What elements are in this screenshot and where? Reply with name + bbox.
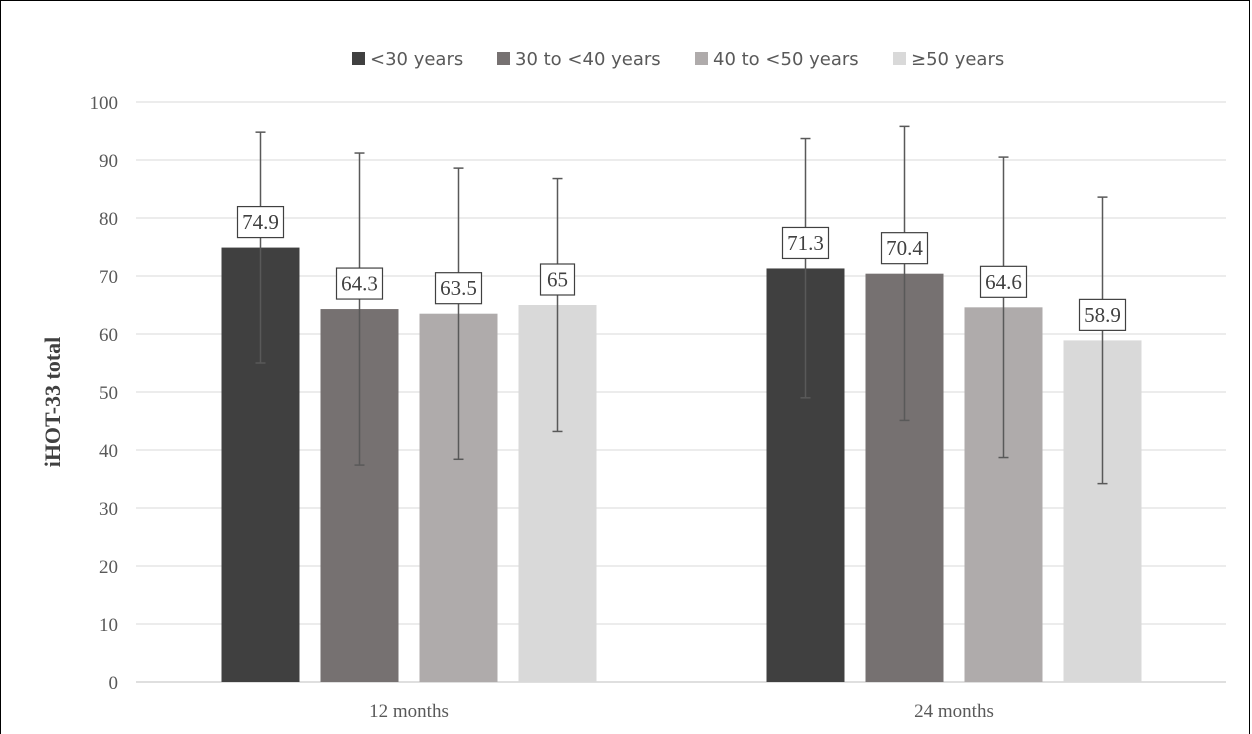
y-tick-label: 90 bbox=[99, 151, 118, 172]
y-axis-ticks: 0 10 20 30 40 50 60 70 80 90 100 bbox=[90, 93, 119, 694]
y-axis-label: iHOT-33 total bbox=[40, 337, 65, 468]
x-category-label: 12 months bbox=[369, 701, 449, 722]
y-tick-label: 100 bbox=[90, 93, 119, 114]
data-label-box bbox=[236, 205, 285, 239]
data-label-box bbox=[979, 265, 1028, 298]
data-labels: 74.9 64.3 63.5 65 71.3 70.4 64.6 58.9 bbox=[236, 205, 1127, 331]
y-tick-label: 40 bbox=[99, 441, 118, 462]
legend-label: 30 to <40 years bbox=[515, 49, 661, 70]
y-tick-label: 20 bbox=[99, 557, 118, 578]
legend-label: 40 to <50 years bbox=[713, 49, 859, 70]
data-label: 71.3 bbox=[787, 231, 824, 255]
data-label-box bbox=[539, 263, 576, 296]
legend-label: ≥50 years bbox=[911, 49, 1004, 70]
legend-label: <30 years bbox=[370, 49, 463, 70]
bars bbox=[221, 247, 1142, 682]
data-label: 70.4 bbox=[886, 236, 923, 260]
data-label: 74.9 bbox=[242, 210, 279, 234]
data-label: 58.9 bbox=[1084, 303, 1121, 327]
y-tick-label: 60 bbox=[99, 325, 118, 346]
data-label: 63.5 bbox=[440, 276, 477, 300]
data-label-box bbox=[1078, 298, 1127, 331]
y-tick-label: 30 bbox=[99, 499, 118, 520]
gridlines bbox=[136, 101, 1226, 683]
data-label: 64.6 bbox=[985, 270, 1022, 294]
y-tick-label: 0 bbox=[109, 673, 119, 694]
x-axis-categories: 12 months 24 months bbox=[369, 701, 994, 722]
legend: <30 years 30 to <40 years 40 to <50 years ≥… bbox=[352, 49, 1004, 70]
data-label: 64.3 bbox=[341, 272, 378, 296]
data-label-box bbox=[880, 232, 929, 265]
y-tick-label: 80 bbox=[99, 209, 118, 230]
x-category-label: 24 months bbox=[914, 701, 994, 722]
y-tick-label: 50 bbox=[99, 383, 118, 404]
data-label: 65 bbox=[547, 268, 568, 292]
legend-swatch bbox=[893, 52, 906, 65]
legend-swatch bbox=[695, 52, 708, 65]
legend-swatch bbox=[352, 52, 365, 65]
data-label-box bbox=[434, 272, 483, 305]
y-tick-label: 70 bbox=[99, 267, 118, 288]
data-label-box bbox=[781, 226, 830, 260]
legend-swatch bbox=[497, 52, 510, 65]
error-bars bbox=[255, 125, 1108, 485]
data-label-box bbox=[335, 267, 384, 300]
y-tick-label: 10 bbox=[99, 615, 118, 636]
